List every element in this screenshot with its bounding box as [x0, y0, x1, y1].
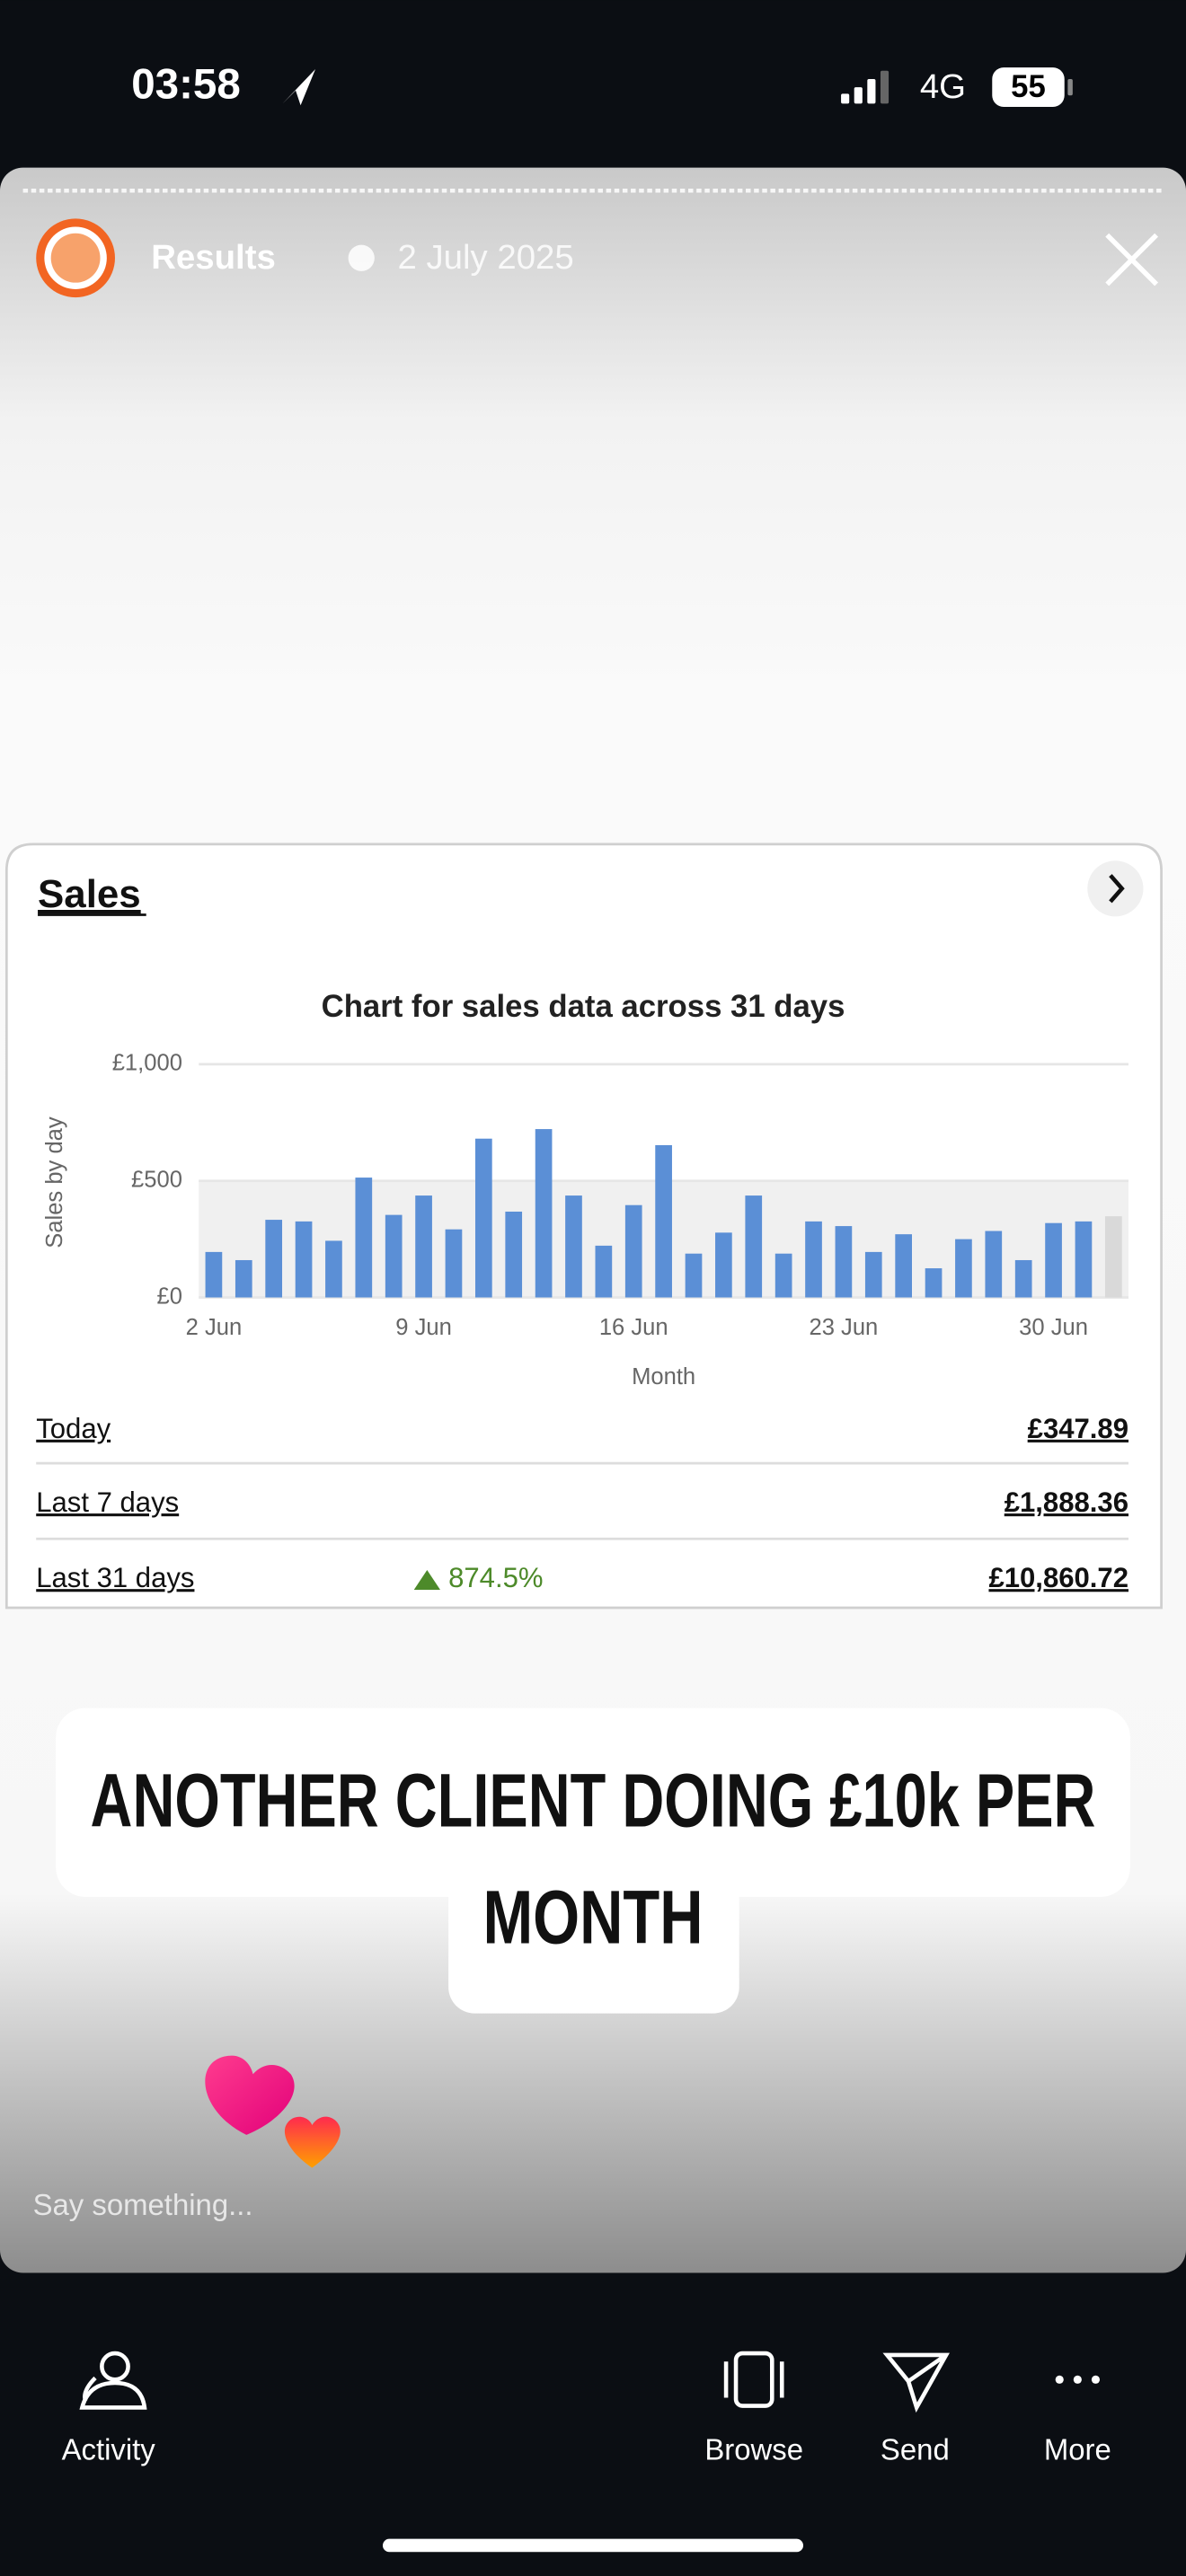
- chevron-button[interactable]: [1087, 860, 1144, 917]
- reply-input[interactable]: Say something...: [33, 2188, 253, 2221]
- x-tick-label: 16 Jun: [599, 1315, 668, 1340]
- bar: [325, 1240, 342, 1298]
- card-title[interactable]: Sales: [38, 872, 141, 916]
- battery: [992, 67, 1065, 108]
- row-label[interactable]: Last 31 days: [36, 1562, 194, 1593]
- bar: [835, 1226, 853, 1298]
- row-value: £10,860.72: [988, 1562, 1128, 1593]
- y-tick-label: £1,000: [112, 1051, 182, 1076]
- bar: [895, 1234, 913, 1298]
- chart-title: Chart for sales data across 31 days: [322, 990, 845, 1024]
- bar: [715, 1232, 732, 1298]
- bar: [445, 1229, 463, 1298]
- row-label[interactable]: Today: [36, 1413, 111, 1444]
- bar: [805, 1221, 822, 1298]
- row-label[interactable]: Last 7 days: [36, 1486, 179, 1518]
- bar: [1014, 1259, 1032, 1298]
- bar: [595, 1245, 613, 1298]
- caption-box: [448, 1872, 739, 2014]
- bar: [774, 1253, 792, 1298]
- bar: [385, 1214, 403, 1298]
- nav-item[interactable]: More: [1044, 2432, 1111, 2466]
- chart: Chart for sales data across 31 days Mont…: [42, 990, 1129, 1389]
- verified-badge: [348, 244, 375, 271]
- story-date: 2 July 2025: [397, 238, 573, 277]
- bar: [1075, 1221, 1093, 1298]
- x-tick-label: 30 Jun: [1019, 1315, 1088, 1340]
- x-axis-label: Month: [632, 1364, 695, 1389]
- bar: [925, 1268, 943, 1298]
- y-tick-label: £0: [156, 1284, 181, 1309]
- bar: [265, 1220, 283, 1298]
- up-arrow: [413, 1570, 440, 1590]
- close-button[interactable]: [1105, 233, 1159, 287]
- bar: [655, 1144, 672, 1298]
- bar: [565, 1195, 582, 1298]
- location-icon: [282, 68, 316, 106]
- nav-item[interactable]: Browse: [704, 2432, 803, 2466]
- nav-item[interactable]: Activity: [62, 2432, 156, 2466]
- nav-item[interactable]: Send: [881, 2432, 950, 2466]
- bar: [955, 1239, 972, 1298]
- bar: [1104, 1216, 1122, 1298]
- network: 4G: [920, 67, 966, 106]
- heart[interactable]: [205, 2055, 295, 2135]
- bar: [985, 1231, 1003, 1298]
- y-axis-label: Sales by day: [42, 1116, 67, 1248]
- bar: [505, 1211, 523, 1298]
- account-name[interactable]: Results: [151, 238, 276, 277]
- signal-icon: [841, 70, 890, 104]
- bar: [295, 1221, 313, 1298]
- y-tick-label: £500: [131, 1167, 182, 1192]
- bar: [745, 1195, 763, 1298]
- bar: [474, 1138, 492, 1298]
- row-change: 874.5%: [448, 1562, 543, 1593]
- time: 03:58: [131, 61, 241, 109]
- bar: [624, 1204, 642, 1298]
- bar: [355, 1178, 373, 1298]
- heart[interactable]: [284, 2116, 341, 2168]
- home-indicator: [382, 2538, 804, 2553]
- row-value: £1,888.36: [1005, 1486, 1128, 1518]
- nav-icons: [79, 2351, 950, 2413]
- caption-line: MONTH: [483, 1875, 704, 1959]
- caption-line: ANOTHER CLIENT DOING £10k PER: [91, 1758, 1096, 1842]
- battery-tip: [1067, 78, 1073, 96]
- bar: [535, 1129, 553, 1298]
- bar: [1045, 1222, 1062, 1298]
- caption-box: [56, 1707, 1130, 1897]
- bar: [415, 1195, 432, 1298]
- x-tick-label: 23 Jun: [809, 1315, 878, 1340]
- x-tick-label: 2 Jun: [186, 1315, 243, 1340]
- nav: Activity Browse Send More: [62, 2432, 1111, 2466]
- more-icon: [1055, 2375, 1101, 2384]
- bar: [685, 1253, 703, 1298]
- summary: Today £347.89 Last 7 days £1,888.36 Last…: [36, 1413, 1128, 1593]
- bar: [864, 1251, 882, 1298]
- row-value: £347.89: [1028, 1413, 1128, 1444]
- x-tick-label: 9 Jun: [395, 1315, 452, 1340]
- bar: [205, 1251, 223, 1298]
- battery-level: 55: [1011, 70, 1046, 104]
- bar: [235, 1259, 252, 1298]
